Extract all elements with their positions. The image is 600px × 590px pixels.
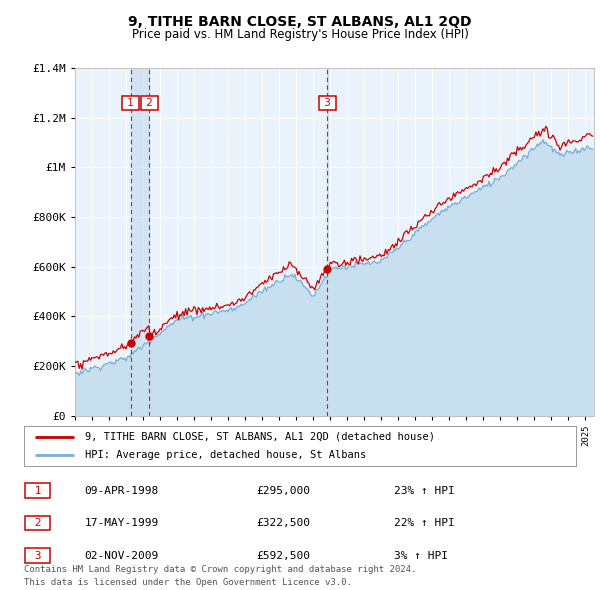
Text: 9, TITHE BARN CLOSE, ST ALBANS, AL1 2QD: 9, TITHE BARN CLOSE, ST ALBANS, AL1 2QD xyxy=(128,15,472,30)
Text: £295,000: £295,000 xyxy=(256,486,310,496)
Text: 17-MAY-1999: 17-MAY-1999 xyxy=(85,518,159,528)
Text: £592,500: £592,500 xyxy=(256,550,310,560)
Text: Price paid vs. HM Land Registry's House Price Index (HPI): Price paid vs. HM Land Registry's House … xyxy=(131,28,469,41)
Point xyxy=(126,338,136,348)
Text: Contains HM Land Registry data © Crown copyright and database right 2024.: Contains HM Land Registry data © Crown c… xyxy=(24,565,416,574)
Text: 1: 1 xyxy=(28,486,48,496)
Text: 3% ↑ HPI: 3% ↑ HPI xyxy=(394,550,448,560)
Text: 02-NOV-2009: 02-NOV-2009 xyxy=(85,550,159,560)
Text: £322,500: £322,500 xyxy=(256,518,310,528)
Bar xyxy=(326,68,328,416)
Text: 09-APR-1998: 09-APR-1998 xyxy=(85,486,159,496)
Point xyxy=(145,331,154,340)
Text: 22% ↑ HPI: 22% ↑ HPI xyxy=(394,518,455,528)
Text: 2: 2 xyxy=(28,518,48,528)
Text: 1: 1 xyxy=(124,98,137,107)
Text: This data is licensed under the Open Government Licence v3.0.: This data is licensed under the Open Gov… xyxy=(24,578,352,587)
Text: 23% ↑ HPI: 23% ↑ HPI xyxy=(394,486,455,496)
Point xyxy=(323,264,332,273)
Bar xyxy=(131,68,149,416)
Text: 3: 3 xyxy=(28,550,48,560)
Text: HPI: Average price, detached house, St Albans: HPI: Average price, detached house, St A… xyxy=(85,450,366,460)
Text: 9, TITHE BARN CLOSE, ST ALBANS, AL1 2QD (detached house): 9, TITHE BARN CLOSE, ST ALBANS, AL1 2QD … xyxy=(85,432,435,442)
Text: 3: 3 xyxy=(321,98,334,107)
Text: 2: 2 xyxy=(143,98,156,107)
